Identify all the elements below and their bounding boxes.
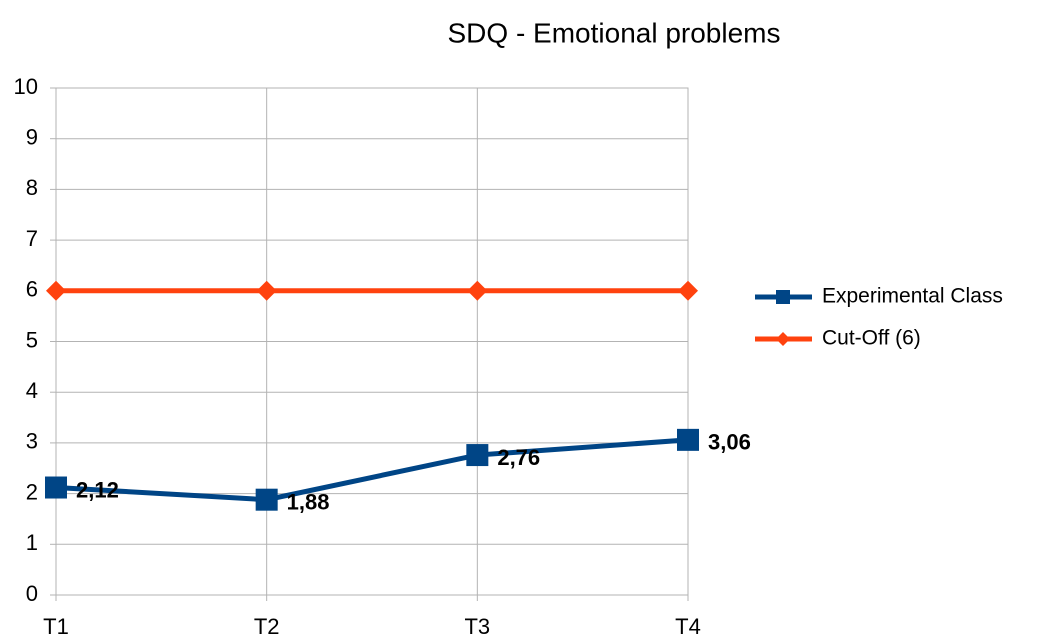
y-tick-label: 2 xyxy=(26,479,38,504)
y-tick-label: 1 xyxy=(26,530,38,555)
data-label: 2,12 xyxy=(76,477,119,502)
plot-border xyxy=(55,87,689,596)
x-tick-label: T1 xyxy=(43,614,69,639)
legend-marker xyxy=(776,290,790,304)
x-tick-label: T4 xyxy=(675,614,701,639)
y-tick-label: 9 xyxy=(26,125,38,150)
data-point xyxy=(256,280,277,301)
data-label: 3,06 xyxy=(708,430,751,455)
data-point xyxy=(677,428,699,451)
data-point xyxy=(255,488,278,511)
chart-title: SDQ - Emotional problems xyxy=(447,17,780,48)
data-label: 2,76 xyxy=(497,445,540,470)
legend-label: Cut-Off (6) xyxy=(822,327,921,350)
legend-label: Experimental Class xyxy=(822,285,1003,308)
data-point xyxy=(46,280,66,301)
data-point xyxy=(466,444,489,467)
legend-marker xyxy=(776,332,790,346)
y-tick-label: 7 xyxy=(26,226,38,251)
y-tick-label: 4 xyxy=(26,378,38,403)
x-tick-label: T3 xyxy=(464,614,490,639)
data-point xyxy=(45,476,67,499)
y-tick-label: 3 xyxy=(26,429,38,454)
y-tick-label: 6 xyxy=(26,277,38,302)
data-label: 1,88 xyxy=(287,489,330,514)
x-tick-label: T2 xyxy=(254,614,280,639)
y-tick-label: 8 xyxy=(26,175,38,200)
series-line xyxy=(55,437,689,503)
data-point xyxy=(678,280,698,301)
y-tick-label: 0 xyxy=(26,581,38,606)
y-tick-label: 10 xyxy=(14,74,38,99)
y-tick-label: 5 xyxy=(26,327,38,352)
data-point xyxy=(467,280,488,301)
